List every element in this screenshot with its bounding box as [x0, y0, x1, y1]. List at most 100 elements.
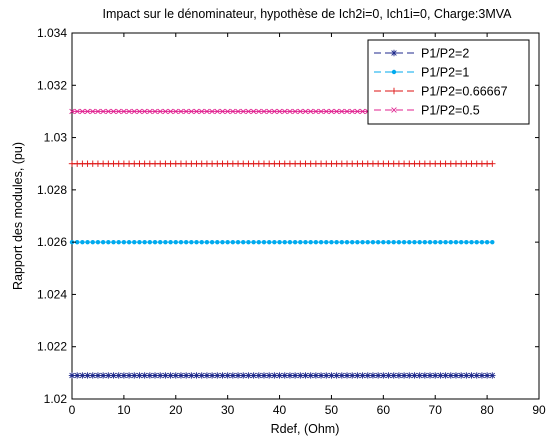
data-point	[386, 239, 391, 245]
data-point	[251, 239, 256, 245]
legend-label: P1/P2=2	[421, 47, 469, 61]
data-point	[365, 239, 370, 245]
data-point	[323, 108, 329, 115]
data-point	[255, 372, 262, 379]
data-point	[303, 239, 308, 245]
data-point	[359, 108, 366, 115]
data-point	[136, 108, 143, 115]
series-1	[68, 372, 496, 379]
data-point	[178, 239, 184, 245]
data-point	[74, 108, 80, 115]
legend: P1/P2=2 P1/P2=1 P1/P2=0.66667 P1/P2=0.5	[367, 39, 530, 125]
x-tick-label: 70	[429, 403, 443, 417]
data-point	[276, 372, 283, 379]
legend-item: P1/P2=2	[374, 47, 469, 61]
data-point	[141, 372, 148, 379]
data-point	[282, 239, 287, 245]
data-point	[168, 239, 173, 245]
data-point	[152, 108, 158, 115]
data-point	[79, 108, 86, 115]
data-point	[421, 372, 429, 379]
data-point	[313, 239, 319, 245]
data-point	[412, 239, 417, 245]
data-point	[224, 372, 231, 379]
legend-marker	[390, 49, 398, 57]
data-point	[261, 239, 267, 245]
chart-title: Impact sur le dénominateur, hypothèse de…	[102, 7, 512, 21]
legend-marker	[390, 87, 398, 95]
data-point	[370, 239, 376, 245]
data-point	[224, 108, 231, 115]
data-point	[80, 239, 85, 245]
data-point	[137, 239, 142, 245]
x-tick-label: 80	[480, 403, 494, 417]
data-point	[158, 239, 163, 245]
data-point	[142, 239, 147, 245]
y-tick-label: 1.024	[37, 287, 67, 301]
data-point	[464, 239, 469, 245]
x-tick-label: 60	[377, 403, 391, 417]
data-point	[448, 239, 453, 245]
data-point	[328, 108, 335, 115]
data-point	[354, 108, 361, 115]
data-point	[241, 239, 246, 245]
data-point	[84, 108, 91, 115]
data-point	[162, 108, 169, 115]
data-point	[152, 239, 158, 245]
x-tick-label: 20	[169, 403, 183, 417]
data-point	[193, 108, 200, 115]
x-tick-label: 90	[532, 403, 546, 417]
y-tick-label: 1.03	[44, 131, 68, 145]
data-point	[333, 108, 340, 115]
data-point	[188, 108, 195, 115]
data-point	[344, 108, 350, 115]
data-point	[302, 108, 309, 115]
data-point	[199, 239, 204, 245]
data-point	[235, 239, 241, 245]
data-point	[100, 239, 106, 245]
data-point	[157, 372, 164, 379]
data-point	[110, 108, 117, 115]
data-point	[147, 239, 153, 245]
data-point	[308, 239, 313, 245]
x-tick-label: 30	[221, 403, 235, 417]
data-point	[209, 239, 215, 245]
data-point	[276, 108, 283, 115]
y-tick-label: 1.034	[37, 26, 67, 40]
data-point	[427, 239, 433, 245]
data-point	[230, 108, 236, 115]
data-point	[111, 239, 116, 245]
data-point	[324, 239, 329, 245]
data-point	[489, 160, 496, 167]
x-tick-label: 40	[273, 403, 287, 417]
data-point	[484, 239, 490, 245]
data-point	[417, 239, 422, 245]
data-point	[458, 239, 464, 245]
data-point	[282, 108, 288, 115]
axis-layer: 0 10 20 30 40 50 60 70 80 90 1.02 1.022 1.024 1.026 1.…	[37, 26, 546, 417]
y-tick-label: 1.028	[37, 183, 67, 197]
data-point	[177, 372, 185, 379]
data-point	[246, 239, 251, 245]
y-tick-label: 1.026	[37, 235, 67, 249]
data-point	[474, 239, 479, 245]
data-point	[204, 108, 210, 115]
series-layer	[68, 108, 496, 379]
data-point	[355, 239, 360, 245]
data-point	[173, 239, 178, 245]
data-point	[292, 108, 298, 115]
data-point	[350, 239, 355, 245]
data-point	[126, 239, 132, 245]
data-point	[287, 239, 293, 245]
data-point	[339, 239, 345, 245]
data-point	[266, 108, 272, 115]
data-point	[395, 372, 403, 379]
data-point	[229, 372, 237, 379]
data-point	[261, 108, 267, 115]
data-point	[209, 108, 215, 115]
data-point	[443, 239, 448, 245]
data-point	[178, 108, 184, 115]
data-point	[116, 239, 121, 245]
data-point	[297, 108, 304, 115]
